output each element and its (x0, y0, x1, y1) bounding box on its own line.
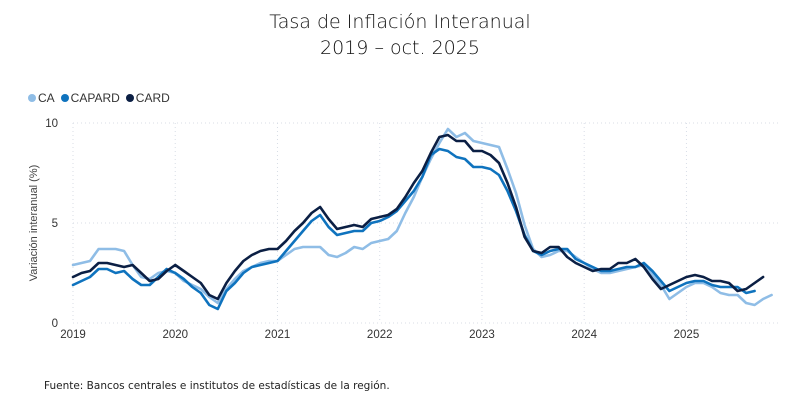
x-tick-label: 2021 (265, 329, 291, 341)
chart-subtitle: 2019 – oct. 2025 (320, 37, 480, 59)
x-tick-label: 2022 (367, 329, 393, 341)
y-tick-label: 5 (52, 218, 58, 230)
series-line-card (71, 133, 765, 301)
legend: CA CAPARD CARD (28, 91, 170, 105)
series-line-capard (71, 147, 756, 311)
x-tick-label: 2020 (162, 329, 188, 341)
x-tick-label: 2019 (60, 329, 86, 341)
x-axis-ticks: 2019 2020 2021 2022 2023 2024 2025 (60, 329, 699, 341)
chart-title: Tasa de Inflación Interanual (269, 11, 531, 33)
y-axis-ticks: 0 5 10 (45, 118, 58, 330)
source-note: Fuente: Bancos centrales e institutos de… (44, 380, 390, 392)
legend-item-ca[interactable]: CA (28, 91, 55, 105)
legend-label-capard: CAPARD (70, 91, 120, 105)
legend-swatch-card (125, 94, 134, 102)
x-tick-label: 2024 (571, 329, 597, 341)
legend-item-card[interactable]: CARD (125, 91, 170, 105)
legend-label-ca: CA (38, 91, 55, 105)
y-tick-label: 0 (52, 318, 58, 330)
legend-item-capard[interactable]: CAPARD (60, 91, 120, 105)
gridlines (72, 122, 780, 324)
x-tick-label: 2023 (469, 329, 495, 341)
x-tick-label: 2025 (674, 329, 700, 341)
y-tick-label: 10 (45, 118, 58, 130)
legend-swatch-capard (60, 94, 69, 102)
y-axis-label: Variación interanual (%) (28, 165, 40, 282)
legend-label-card: CARD (135, 91, 170, 105)
series-lines (71, 127, 773, 311)
series-line-ca (71, 127, 773, 307)
legend-swatch-ca (28, 94, 36, 102)
